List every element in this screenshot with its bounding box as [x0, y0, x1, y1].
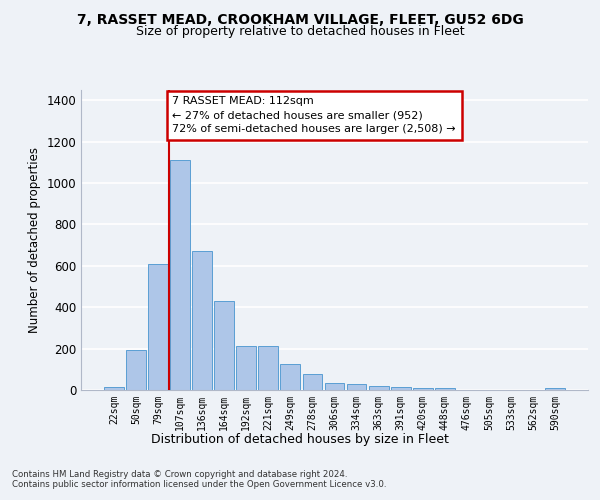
Bar	[192, 252, 212, 390]
Text: Contains HM Land Registry data © Crown copyright and database right 2024.: Contains HM Land Registry data © Crown c…	[12, 470, 347, 479]
Bar	[236, 346, 256, 390]
Bar	[302, 374, 322, 390]
Bar	[435, 388, 455, 390]
Bar	[259, 346, 278, 390]
Bar	[347, 384, 367, 390]
Bar	[170, 160, 190, 390]
Bar	[148, 264, 168, 390]
Text: 7, RASSET MEAD, CROOKHAM VILLAGE, FLEET, GU52 6DG: 7, RASSET MEAD, CROOKHAM VILLAGE, FLEET,…	[77, 12, 523, 26]
Bar	[104, 387, 124, 390]
Bar	[280, 364, 301, 390]
Bar	[214, 301, 234, 390]
Text: Distribution of detached houses by size in Fleet: Distribution of detached houses by size …	[151, 432, 449, 446]
Y-axis label: Number of detached properties: Number of detached properties	[28, 147, 41, 333]
Text: Contains public sector information licensed under the Open Government Licence v3: Contains public sector information licen…	[12, 480, 386, 489]
Bar	[391, 387, 410, 390]
Bar	[325, 383, 344, 390]
Bar	[126, 350, 146, 390]
Bar	[368, 386, 389, 390]
Text: Size of property relative to detached houses in Fleet: Size of property relative to detached ho…	[136, 25, 464, 38]
Bar	[545, 388, 565, 390]
Bar	[413, 388, 433, 390]
Text: 7 RASSET MEAD: 112sqm
← 27% of detached houses are smaller (952)
72% of semi-det: 7 RASSET MEAD: 112sqm ← 27% of detached …	[172, 96, 456, 134]
